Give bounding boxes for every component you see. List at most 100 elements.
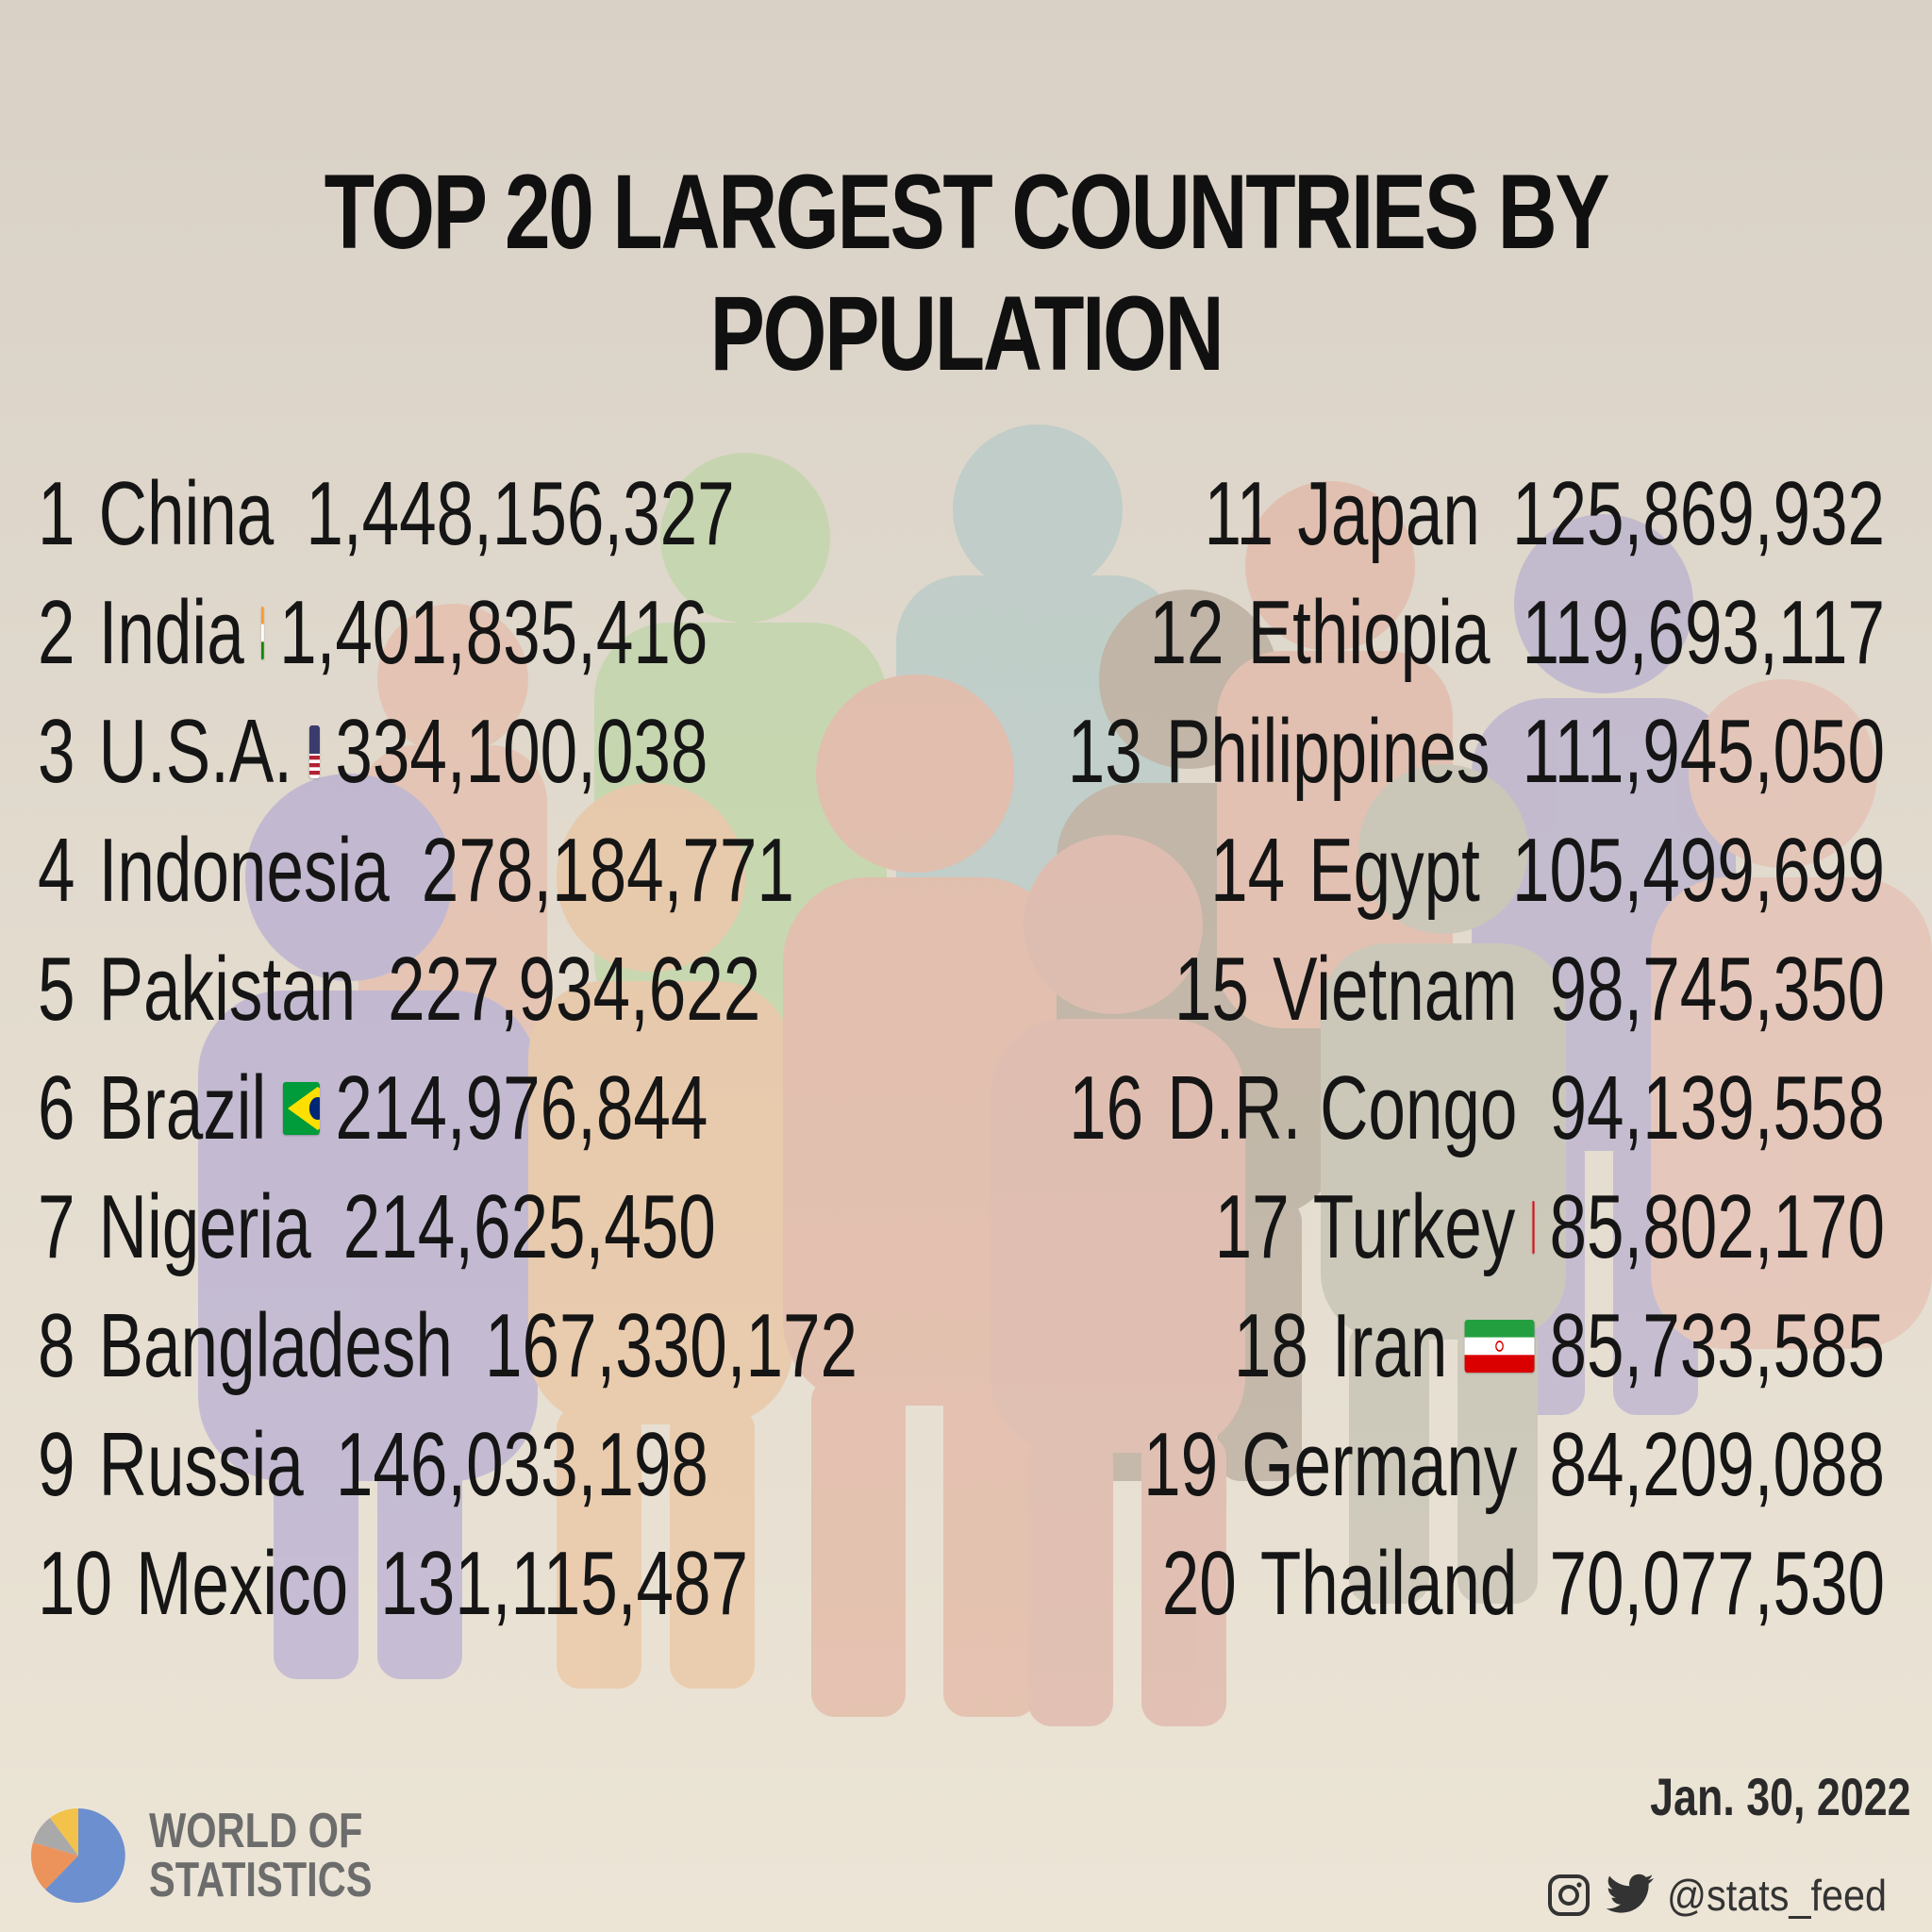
country-population: 98,745,350 [1549, 939, 1885, 1040]
social-footer: @stats_feed [1546, 1870, 1911, 1921]
country-row: 12 Ethiopia 119,693,117 [1150, 574, 1885, 692]
country-rank: 12 [1149, 582, 1224, 683]
brand-line-2: STATISTICS [149, 1853, 373, 1907]
country-rank: 5 [38, 939, 75, 1040]
country-rank: 3 [38, 701, 75, 802]
brand-name: WORLD OF STATISTICS [149, 1807, 373, 1905]
country-name: Egypt [1308, 820, 1480, 921]
pie-chart-logo-icon [30, 1808, 125, 1903]
country-name: Philippines [1165, 701, 1491, 802]
country-population: 125,869,932 [1511, 463, 1885, 564]
country-population: 227,934,622 [388, 939, 761, 1040]
brand-logo: WORLD OF STATISTICS [26, 1804, 428, 1907]
country-row: 2 India 1,401,835,416 [38, 574, 708, 692]
brand-line-1: WORLD OF [149, 1804, 363, 1858]
country-population: 85,733,585 [1549, 1295, 1885, 1396]
twitter-icon[interactable] [1605, 1873, 1656, 1918]
country-name: China [98, 463, 275, 564]
country-population: 278,184,771 [421, 820, 794, 921]
pink-person-figure [1651, 679, 1932, 1349]
country-name: Japan [1297, 463, 1480, 564]
country-row: 17 Turkey 85,802,170 [1215, 1168, 1885, 1287]
country-row: 8 Bangladesh 167,330,172 [38, 1287, 858, 1406]
country-rank: 19 [1143, 1414, 1219, 1515]
country-population: 146,033,198 [335, 1414, 708, 1515]
country-population: 70,077,530 [1549, 1533, 1885, 1634]
instagram-icon[interactable] [1546, 1873, 1591, 1918]
turkey-flag-icon [1532, 1201, 1535, 1254]
country-rank: 10 [38, 1533, 113, 1634]
country-population: 1,401,835,416 [279, 582, 708, 683]
country-rank: 20 [1161, 1533, 1237, 1634]
country-row: 18 Iran 85,733,585 [1215, 1287, 1885, 1406]
country-rank: 7 [38, 1176, 75, 1277]
country-name: Ethiopia [1247, 582, 1491, 683]
grey-person-figure [1321, 764, 1566, 1604]
country-population: 214,625,450 [342, 1176, 716, 1277]
country-rank: 18 [1233, 1295, 1308, 1396]
country-name: U.S.A. [98, 701, 292, 802]
country-row: 9 Russia 146,033,198 [38, 1406, 708, 1524]
ranking-column-right: 11 Japan 125,869,932 12 Ethiopia 119,693,117 1… [979, 455, 1885, 1643]
usa-flag-icon [308, 725, 321, 778]
salmon-lower-person-figure [991, 835, 1245, 1726]
country-name: Vietnam [1273, 939, 1518, 1040]
country-name: Nigeria [98, 1176, 311, 1277]
country-rank: 8 [38, 1295, 75, 1396]
brazil-flag-icon [283, 1082, 321, 1135]
ranking-column-left: 1 China 1,448,156,327 2 India 1,401,835,416 3 U… [38, 455, 943, 1643]
country-row: 5 Pakistan 227,934,622 [38, 930, 760, 1049]
country-rank: 4 [38, 820, 75, 921]
date-label: Jan. 30, 2022 [1650, 1767, 1911, 1826]
country-name: Russia [98, 1414, 304, 1515]
country-name: Germany [1241, 1414, 1518, 1515]
country-name: Bangladesh [98, 1295, 453, 1396]
country-row: 16 D.R. Congo 94,139,558 [1069, 1049, 1885, 1168]
india-flag-icon [260, 607, 264, 659]
country-name: Mexico [136, 1533, 349, 1634]
country-row: 10 Mexico 131,115,487 [38, 1524, 748, 1643]
country-name: Brazil [98, 1058, 267, 1158]
country-population: 85,802,170 [1549, 1176, 1885, 1277]
country-population: 214,976,844 [335, 1058, 708, 1158]
country-row: 7 Nigeria 214,625,450 [38, 1168, 716, 1287]
country-rank: 15 [1174, 939, 1249, 1040]
country-rank: 9 [38, 1414, 75, 1515]
country-population: 1,448,156,327 [306, 463, 735, 564]
country-population: 105,499,699 [1511, 820, 1885, 921]
country-rank: 17 [1214, 1176, 1290, 1277]
country-rank: 6 [38, 1058, 75, 1158]
country-row: 11 Japan 125,869,932 [1204, 455, 1885, 574]
country-name: Turkey [1312, 1176, 1516, 1277]
country-row: 15 Vietnam 98,745,350 [1174, 930, 1885, 1049]
salmon-right-person-figure [1217, 481, 1453, 1028]
page-title: TOP 20 LARGEST COUNTRIES BY POPULATION [324, 153, 1610, 392]
country-row: 13 Philippines 111,945,050 [1068, 692, 1885, 811]
country-row: 3 U.S.A. 334,100,038 [38, 692, 708, 811]
country-population: 131,115,487 [380, 1533, 749, 1634]
country-name: Indonesia [98, 820, 390, 921]
country-rank: 11 [1204, 463, 1274, 564]
country-rank: 14 [1210, 820, 1286, 921]
country-row: 6 Brazil 214,976,844 [38, 1049, 708, 1168]
country-name: D.R. Congo [1167, 1058, 1518, 1158]
country-rank: 13 [1067, 701, 1142, 802]
social-handle[interactable]: @stats_feed [1667, 1871, 1888, 1920]
country-population: 94,139,558 [1549, 1058, 1885, 1158]
country-rank: 16 [1069, 1058, 1144, 1158]
country-rank: 2 [38, 582, 75, 683]
country-row: 4 Indonesia 278,184,771 [38, 811, 794, 930]
country-row: 1 China 1,448,156,327 [38, 455, 735, 574]
iran-flag-icon [1464, 1320, 1535, 1373]
country-population: 111,945,050 [1522, 701, 1885, 802]
country-row: 19 Germany 84,209,088 [1143, 1406, 1885, 1524]
country-row: 14 Egypt 105,499,699 [1210, 811, 1885, 930]
country-population: 167,330,172 [484, 1295, 858, 1396]
purple-person-figure [198, 774, 538, 1679]
country-name: Thailand [1259, 1533, 1518, 1634]
country-population: 334,100,038 [335, 701, 708, 802]
country-rank: 1 [38, 463, 75, 564]
country-population: 119,693,117 [1522, 582, 1885, 683]
country-population: 84,209,088 [1549, 1414, 1885, 1515]
